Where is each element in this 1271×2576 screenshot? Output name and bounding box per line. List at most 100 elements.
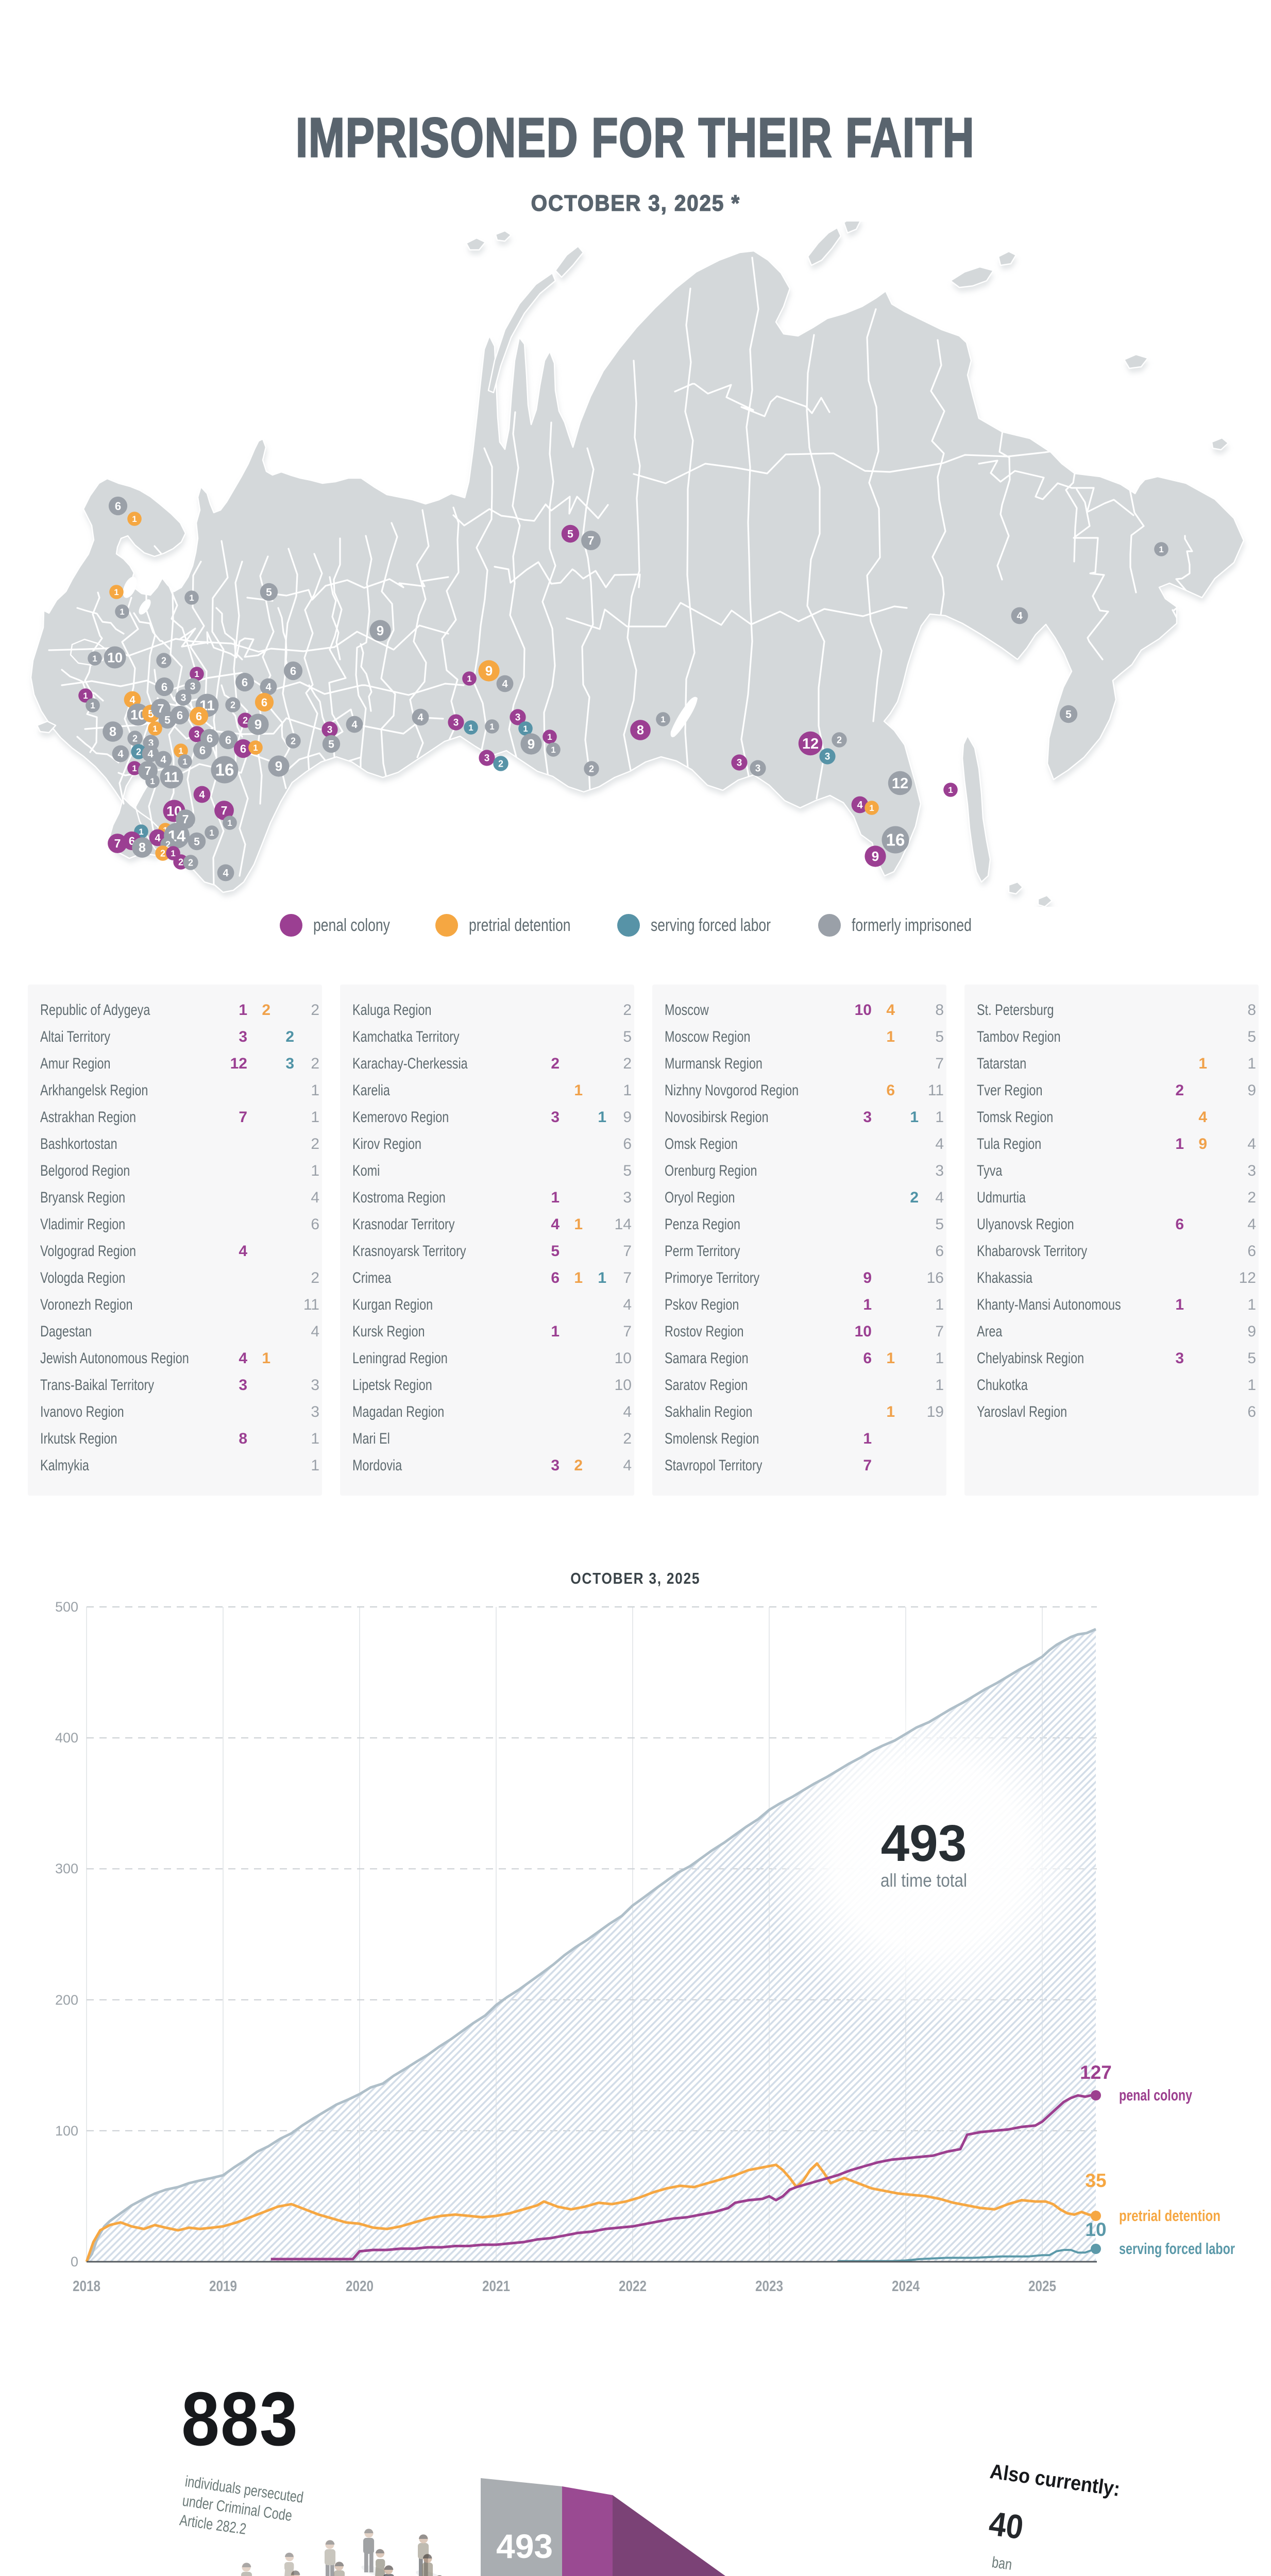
svg-text:5: 5 (266, 587, 272, 599)
svg-text:1: 1 (547, 732, 552, 742)
svg-text:5: 5 (164, 715, 171, 726)
svg-text:1: 1 (182, 757, 187, 767)
svg-text:1: 1 (152, 724, 157, 734)
svg-text:8: 8 (109, 725, 116, 739)
svg-text:127: 127 (1080, 2062, 1112, 2083)
svg-text:1: 1 (194, 669, 199, 679)
svg-text:2018: 2018 (73, 2278, 100, 2295)
svg-text:2: 2 (160, 848, 165, 858)
svg-text:1: 1 (132, 764, 137, 773)
svg-text:7: 7 (588, 534, 595, 547)
svg-text:300: 300 (55, 1861, 78, 1876)
svg-text:1: 1 (114, 587, 118, 597)
svg-text:2: 2 (132, 733, 138, 743)
svg-text:4: 4 (117, 749, 124, 760)
svg-text:4: 4 (417, 712, 423, 723)
svg-text:1: 1 (171, 849, 175, 858)
svg-text:6: 6 (161, 681, 167, 693)
svg-text:1: 1 (189, 593, 194, 603)
svg-text:10: 10 (1085, 2219, 1106, 2240)
svg-text:1: 1 (120, 607, 124, 617)
svg-text:1: 1 (92, 654, 97, 664)
svg-text:2: 2 (243, 715, 248, 725)
svg-text:4: 4 (160, 754, 166, 766)
svg-text:1: 1 (1159, 545, 1163, 554)
svg-text:penal colony: penal colony (1119, 2086, 1193, 2104)
svg-text:3: 3 (181, 693, 187, 704)
svg-text:2025: 2025 (1028, 2278, 1056, 2295)
svg-text:6: 6 (199, 744, 206, 757)
svg-text:2: 2 (291, 736, 296, 746)
svg-text:6: 6 (242, 676, 248, 689)
svg-text:493: 493 (881, 1815, 967, 1872)
svg-text:3: 3 (148, 738, 154, 749)
svg-text:2: 2 (589, 764, 594, 774)
svg-text:4: 4 (351, 719, 358, 731)
svg-text:2021: 2021 (482, 2278, 510, 2295)
svg-text:400: 400 (55, 1730, 78, 1745)
svg-text:200: 200 (55, 1992, 78, 2008)
svg-text:4: 4 (199, 789, 205, 801)
svg-text:3: 3 (737, 758, 742, 769)
svg-text:2019: 2019 (209, 2278, 237, 2295)
svg-text:6: 6 (225, 734, 231, 747)
svg-text:1: 1 (489, 722, 494, 732)
svg-text:all time total: all time total (880, 1870, 967, 1891)
svg-text:1: 1 (83, 691, 88, 701)
svg-text:1: 1 (660, 715, 665, 724)
svg-text:1: 1 (139, 827, 143, 837)
svg-text:6: 6 (115, 500, 121, 513)
svg-text:6: 6 (177, 709, 183, 722)
svg-text:3: 3 (194, 730, 200, 740)
svg-text:10: 10 (107, 650, 123, 665)
svg-text:2: 2 (230, 700, 235, 710)
svg-text:4: 4 (857, 800, 863, 811)
svg-text:1: 1 (90, 701, 95, 710)
svg-text:2: 2 (165, 839, 171, 850)
svg-text:1: 1 (467, 674, 471, 684)
svg-text:6: 6 (290, 665, 296, 677)
svg-text:6: 6 (196, 710, 202, 723)
svg-text:serving forced labor: serving forced labor (1119, 2240, 1235, 2258)
svg-text:4: 4 (147, 749, 154, 760)
svg-text:2023: 2023 (755, 2278, 783, 2295)
svg-text:1: 1 (948, 785, 953, 795)
svg-text:16: 16 (215, 760, 234, 779)
svg-text:6: 6 (207, 732, 213, 745)
svg-text:4: 4 (1016, 611, 1023, 622)
svg-text:1: 1 (150, 776, 155, 786)
svg-text:1: 1 (523, 724, 528, 734)
svg-text:4: 4 (502, 679, 508, 690)
svg-text:7: 7 (158, 702, 164, 715)
svg-text:2022: 2022 (619, 2278, 647, 2295)
svg-text:1: 1 (227, 818, 232, 828)
svg-text:12: 12 (892, 775, 908, 792)
svg-text:5: 5 (567, 529, 573, 540)
svg-text:9: 9 (528, 736, 535, 752)
svg-text:2: 2 (161, 655, 166, 666)
svg-text:pretrial detention: pretrial detention (1119, 2207, 1221, 2225)
svg-text:7: 7 (182, 812, 189, 826)
svg-text:2024: 2024 (892, 2278, 920, 2295)
svg-text:7: 7 (145, 764, 151, 777)
svg-text:9: 9 (485, 663, 493, 679)
svg-text:9: 9 (872, 849, 879, 864)
svg-text:2: 2 (136, 747, 141, 757)
svg-text:1: 1 (253, 743, 258, 753)
svg-text:7: 7 (221, 804, 228, 817)
svg-text:1: 1 (468, 723, 473, 733)
svg-text:6: 6 (240, 742, 246, 755)
svg-text:7: 7 (114, 837, 121, 850)
svg-text:493: 493 (496, 2527, 553, 2565)
svg-text:5: 5 (328, 739, 334, 751)
svg-text:8: 8 (637, 723, 644, 738)
svg-text:4: 4 (155, 833, 161, 844)
svg-text:5: 5 (1065, 709, 1072, 721)
svg-text:6: 6 (261, 696, 267, 709)
svg-text:100: 100 (55, 2123, 78, 2139)
svg-text:9: 9 (377, 623, 384, 638)
svg-text:1: 1 (869, 803, 874, 813)
svg-text:12: 12 (802, 736, 819, 752)
svg-text:3: 3 (190, 682, 196, 692)
svg-text:11: 11 (164, 769, 179, 785)
